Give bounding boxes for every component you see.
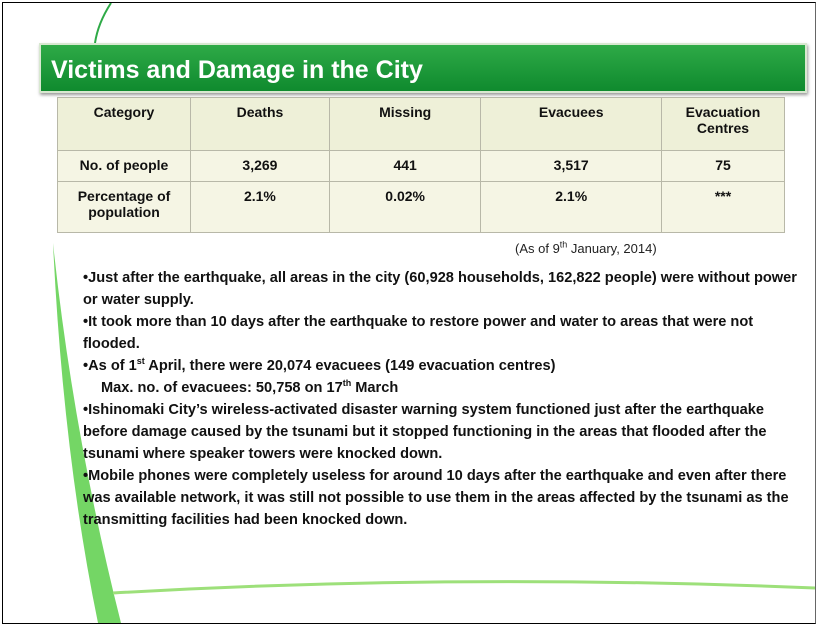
cell: Percentage of population — [57, 181, 191, 233]
bullet: •As of 1st April, there were 20,074 evac… — [83, 355, 798, 377]
row: Percentage of population 2.1% 0.02% 2.1%… — [57, 181, 785, 233]
superscript: th — [559, 239, 568, 250]
text: Max. no. of evacuees: 50,758 on 17 — [101, 380, 343, 396]
note-text: January, 2014) — [567, 241, 657, 256]
text: •As of 1 — [83, 358, 137, 374]
data-table: Category Deaths Missing Evacuees Evacuat… — [57, 97, 785, 233]
cell: 2.1% — [190, 181, 330, 233]
cell: 3,517 — [480, 150, 662, 182]
bullet: •Mobile phones were completely useless f… — [83, 465, 798, 531]
cell: 2.1% — [480, 181, 662, 233]
cell: 3,269 — [190, 150, 330, 182]
header-cell: Evacuees — [480, 97, 662, 151]
header-cell: Missing — [328, 97, 482, 151]
bullet: Max. no. of evacuees: 50,758 on 17th Mar… — [83, 377, 798, 399]
bullet: •Just after the earthquake, all areas in… — [83, 267, 798, 311]
text: •Mobile phones were completely useless f… — [83, 468, 789, 528]
cell: *** — [661, 181, 785, 233]
row: No. of people 3,269 441 3,517 75 — [57, 150, 785, 182]
cell: 441 — [328, 150, 482, 182]
header-cell: Evacuation Centres — [661, 97, 785, 151]
text: April, there were 20,074 evacuees (149 e… — [144, 358, 556, 374]
cell: No. of people — [57, 150, 191, 182]
superscript: st — [136, 356, 145, 367]
header-cell: Category — [57, 97, 191, 151]
note: (As of 9th January, 2014) — [515, 239, 657, 256]
note-text: (As of 9 — [515, 241, 560, 256]
text: •Just after the earthquake, all areas in… — [83, 270, 797, 308]
bullet: •It took more than 10 days after the ear… — [83, 311, 798, 355]
text: •Ishinomaki City’s wireless-activated di… — [83, 402, 767, 462]
bullet-list: •Just after the earthquake, all areas in… — [83, 267, 798, 531]
header-row: Category Deaths Missing Evacuees Evacuat… — [57, 97, 785, 151]
bullet: •Ishinomaki City’s wireless-activated di… — [83, 399, 798, 465]
cell: 0.02% — [328, 181, 482, 233]
text: March — [351, 380, 399, 396]
cell: 75 — [661, 150, 785, 182]
decoration — [53, 3, 815, 623]
superscript: th — [342, 378, 352, 389]
header-cell: Deaths — [190, 97, 330, 151]
slide-title: Victims and Damage in the City — [39, 43, 807, 93]
text: •It took more than 10 days after the ear… — [83, 314, 754, 352]
